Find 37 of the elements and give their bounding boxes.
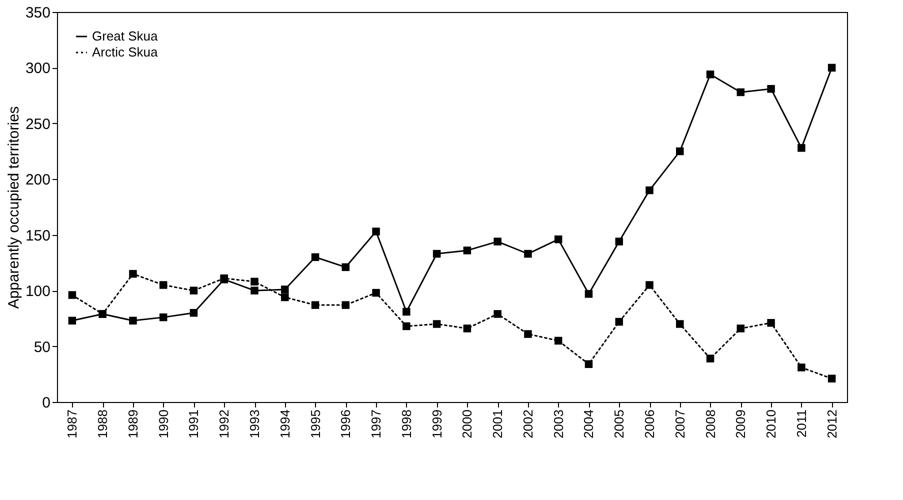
y-tick-label: 300 [25,60,50,78]
x-tick-label: 1999 [429,410,444,438]
x-tick-label: 2003 [550,410,566,438]
x-tick-label: 1996 [338,410,354,438]
x-tick-label: 2004 [581,410,596,438]
x-tick-label: 1988 [95,410,110,438]
y-tick-label: 150 [25,227,50,244]
x-tick-label: 1991 [186,410,202,438]
y-tick-label: 200 [25,172,50,189]
y-tick-label: 250 [25,116,50,133]
x-tick-label: 1993 [247,410,262,438]
x-tick-label: 1989 [125,410,140,438]
x-tick-label: 2006 [642,410,657,438]
x-tick-label: 1990 [156,410,171,438]
y-axis-title: Apparently occupied territories [5,106,22,309]
x-tick-label: 2011 [794,410,809,438]
y-tick-label: 350 [25,4,50,22]
y-tick-label: 0 [42,394,50,412]
x-tick-label: 1987 [64,410,80,438]
x-tick-label: 2007 [672,410,688,438]
x-tick-label: 2005 [612,410,627,438]
x-tick-label: 2008 [702,410,718,438]
x-tick-label: 2000 [460,410,475,438]
y-tick-label: 100 [25,283,50,300]
x-tick-label: 2012 [824,410,840,438]
y-tick-label: 50 [34,338,50,356]
x-tick-label: 2001 [490,410,506,438]
x-tick-label: 1997 [368,410,384,438]
legend-label: Arctic Skua [92,44,159,60]
x-tick-label: 1994 [277,410,292,438]
x-tick-label: 2002 [520,410,536,438]
legend-label: Great Skua [92,28,159,44]
x-tick-label: 1995 [308,410,323,438]
x-tick-label: 2009 [733,410,748,438]
x-tick-label: 2010 [764,410,779,438]
x-tick-label: 1998 [398,410,414,438]
x-tick-label: 1992 [216,410,232,438]
